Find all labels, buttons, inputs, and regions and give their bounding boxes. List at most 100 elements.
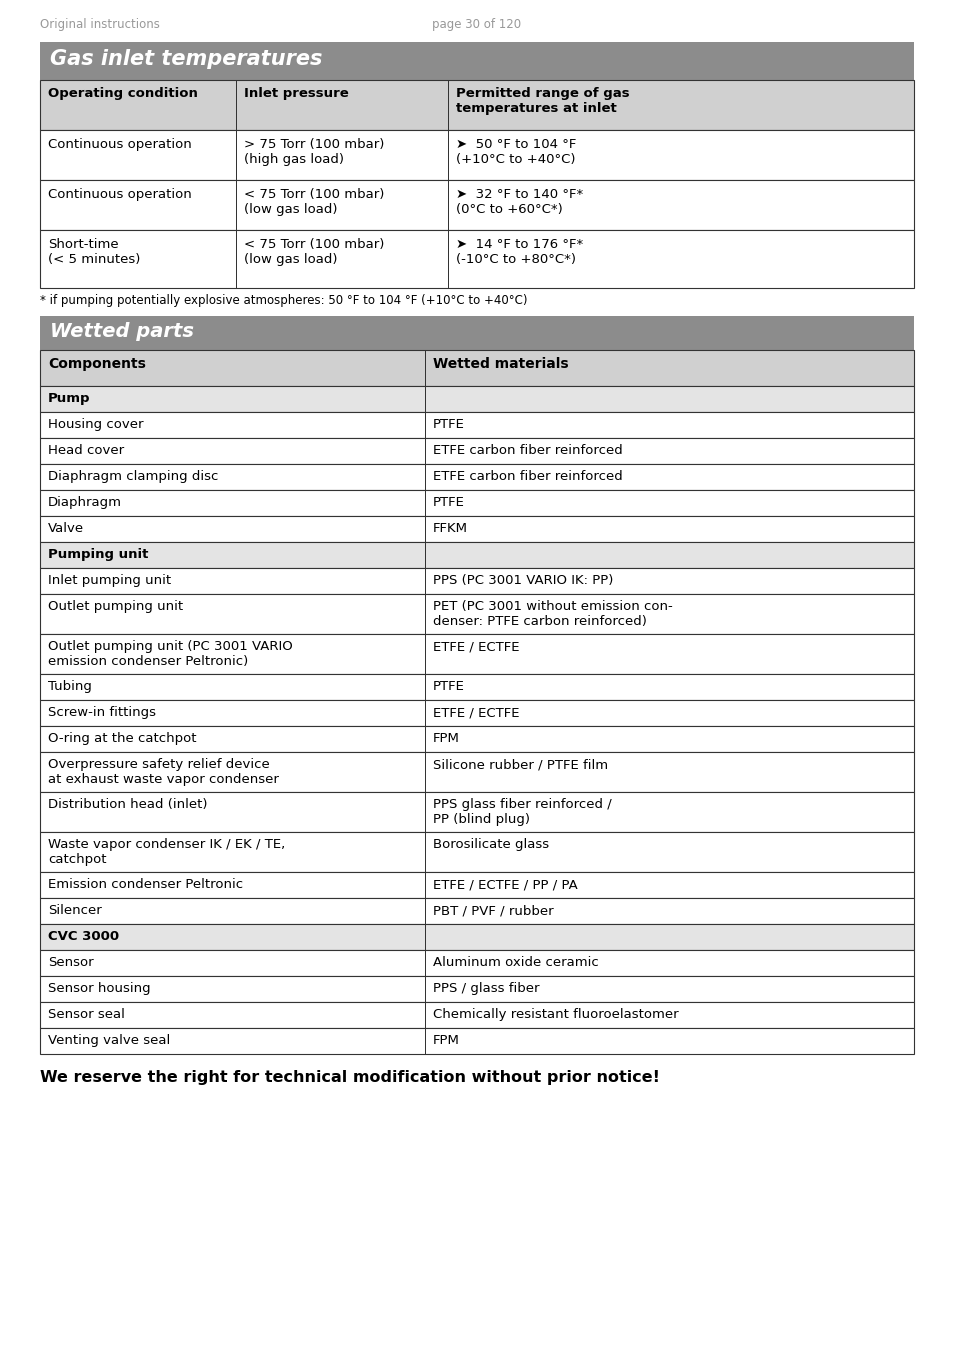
Bar xyxy=(424,541,426,568)
Text: Emission condenser Peltronic: Emission condenser Peltronic xyxy=(48,878,243,891)
Bar xyxy=(424,516,426,541)
Bar xyxy=(40,701,913,726)
Text: PPS glass fiber reinforced /
PP (blind plug): PPS glass fiber reinforced / PP (blind p… xyxy=(433,798,611,826)
Text: PTFE: PTFE xyxy=(433,495,464,509)
Text: Components: Components xyxy=(48,356,146,371)
Text: Overpressure safety relief device
at exhaust waste vapor condenser: Overpressure safety relief device at exh… xyxy=(48,757,278,786)
Text: Diaphragm: Diaphragm xyxy=(48,495,122,509)
Bar xyxy=(424,386,426,412)
Text: PPS (PC 3001 VARIO IK: PP): PPS (PC 3001 VARIO IK: PP) xyxy=(433,574,613,587)
Bar xyxy=(424,464,426,490)
Bar xyxy=(424,594,426,634)
Bar xyxy=(424,950,426,976)
Text: PBT / PVF / rubber: PBT / PVF / rubber xyxy=(433,904,553,917)
Bar xyxy=(424,832,426,872)
Text: ETFE / ECTFE: ETFE / ECTFE xyxy=(433,640,519,653)
Bar xyxy=(448,230,449,288)
Bar xyxy=(448,80,449,130)
Bar xyxy=(424,792,426,832)
Text: Valve: Valve xyxy=(48,522,84,535)
Bar xyxy=(424,752,426,792)
Bar xyxy=(40,180,913,230)
Text: Head cover: Head cover xyxy=(48,444,124,458)
Bar xyxy=(424,1002,426,1027)
Bar xyxy=(40,674,913,701)
Bar xyxy=(40,42,913,80)
Bar xyxy=(40,541,913,568)
Bar xyxy=(424,350,426,386)
Text: < 75 Torr (100 mbar)
(low gas load): < 75 Torr (100 mbar) (low gas load) xyxy=(244,238,384,266)
Bar xyxy=(424,634,426,674)
Text: ➤  32 °F to 140 °F*
(0°C to +60°C*): ➤ 32 °F to 140 °F* (0°C to +60°C*) xyxy=(456,188,582,216)
Bar xyxy=(40,350,913,386)
Bar xyxy=(40,872,913,898)
Text: ETFE carbon fiber reinforced: ETFE carbon fiber reinforced xyxy=(433,470,622,483)
Text: Permitted range of gas
temperatures at inlet: Permitted range of gas temperatures at i… xyxy=(456,86,629,115)
Bar xyxy=(448,180,449,230)
Text: Wetted materials: Wetted materials xyxy=(433,356,568,371)
Bar xyxy=(424,923,426,950)
Bar xyxy=(40,130,913,180)
Text: FPM: FPM xyxy=(433,1034,459,1048)
Bar xyxy=(40,726,913,752)
Bar xyxy=(40,568,913,594)
Text: Tubing: Tubing xyxy=(48,680,91,693)
Text: page 30 of 120: page 30 of 120 xyxy=(432,18,521,31)
Bar xyxy=(40,412,913,437)
Text: > 75 Torr (100 mbar)
(high gas load): > 75 Torr (100 mbar) (high gas load) xyxy=(244,138,384,166)
Bar xyxy=(40,1027,913,1054)
Bar xyxy=(40,976,913,1002)
Bar xyxy=(424,976,426,1002)
Bar xyxy=(424,412,426,437)
Text: Silicone rubber / PTFE film: Silicone rubber / PTFE film xyxy=(433,757,607,771)
Text: * if pumping potentially explosive atmospheres: 50 °F to 104 °F (+10°C to +40°C): * if pumping potentially explosive atmos… xyxy=(40,294,527,306)
Bar xyxy=(448,130,449,180)
Text: Screw-in fittings: Screw-in fittings xyxy=(48,706,156,720)
Text: Distribution head (inlet): Distribution head (inlet) xyxy=(48,798,208,811)
Text: We reserve the right for technical modification without prior notice!: We reserve the right for technical modif… xyxy=(40,1071,659,1085)
Bar xyxy=(424,568,426,594)
Bar xyxy=(40,792,913,832)
Text: PET (PC 3001 without emission con-
denser: PTFE carbon reinforced): PET (PC 3001 without emission con- dense… xyxy=(433,599,672,628)
Text: Sensor housing: Sensor housing xyxy=(48,981,151,995)
Text: Sensor: Sensor xyxy=(48,956,93,969)
Text: ➤  14 °F to 176 °F*
(-10°C to +80°C*): ➤ 14 °F to 176 °F* (-10°C to +80°C*) xyxy=(456,238,582,266)
Bar xyxy=(40,437,913,464)
Text: Diaphragm clamping disc: Diaphragm clamping disc xyxy=(48,470,218,483)
Text: Outlet pumping unit: Outlet pumping unit xyxy=(48,599,183,613)
Bar xyxy=(424,898,426,923)
Bar xyxy=(424,490,426,516)
Bar xyxy=(235,80,236,130)
Bar xyxy=(40,1002,913,1027)
Text: Venting valve seal: Venting valve seal xyxy=(48,1034,170,1048)
Bar xyxy=(424,437,426,464)
Text: CVC 3000: CVC 3000 xyxy=(48,930,119,944)
Text: Aluminum oxide ceramic: Aluminum oxide ceramic xyxy=(433,956,598,969)
Text: < 75 Torr (100 mbar)
(low gas load): < 75 Torr (100 mbar) (low gas load) xyxy=(244,188,384,216)
Text: Short-time
(< 5 minutes): Short-time (< 5 minutes) xyxy=(48,238,140,266)
Text: PTFE: PTFE xyxy=(433,418,464,431)
Bar xyxy=(40,490,913,516)
Text: PPS / glass fiber: PPS / glass fiber xyxy=(433,981,539,995)
Bar xyxy=(424,872,426,898)
Text: Inlet pumping unit: Inlet pumping unit xyxy=(48,574,171,587)
Bar xyxy=(40,516,913,541)
Text: ETFE carbon fiber reinforced: ETFE carbon fiber reinforced xyxy=(433,444,622,458)
Bar xyxy=(424,701,426,726)
Text: Original instructions: Original instructions xyxy=(40,18,160,31)
Bar xyxy=(235,180,236,230)
Bar xyxy=(40,923,913,950)
Bar xyxy=(424,674,426,701)
Text: O-ring at the catchpot: O-ring at the catchpot xyxy=(48,732,196,745)
Text: ETFE / ECTFE: ETFE / ECTFE xyxy=(433,706,519,720)
Text: Sensor seal: Sensor seal xyxy=(48,1008,125,1021)
Text: Continuous operation: Continuous operation xyxy=(48,188,192,201)
Text: Operating condition: Operating condition xyxy=(48,86,197,100)
Bar xyxy=(40,898,913,923)
Text: Outlet pumping unit (PC 3001 VARIO
emission condenser Peltronic): Outlet pumping unit (PC 3001 VARIO emiss… xyxy=(48,640,293,668)
Bar xyxy=(235,130,236,180)
Text: Waste vapor condenser IK / EK / TE,
catchpot: Waste vapor condenser IK / EK / TE, catc… xyxy=(48,838,285,865)
Bar xyxy=(40,386,913,412)
Text: FPM: FPM xyxy=(433,732,459,745)
Bar xyxy=(424,726,426,752)
